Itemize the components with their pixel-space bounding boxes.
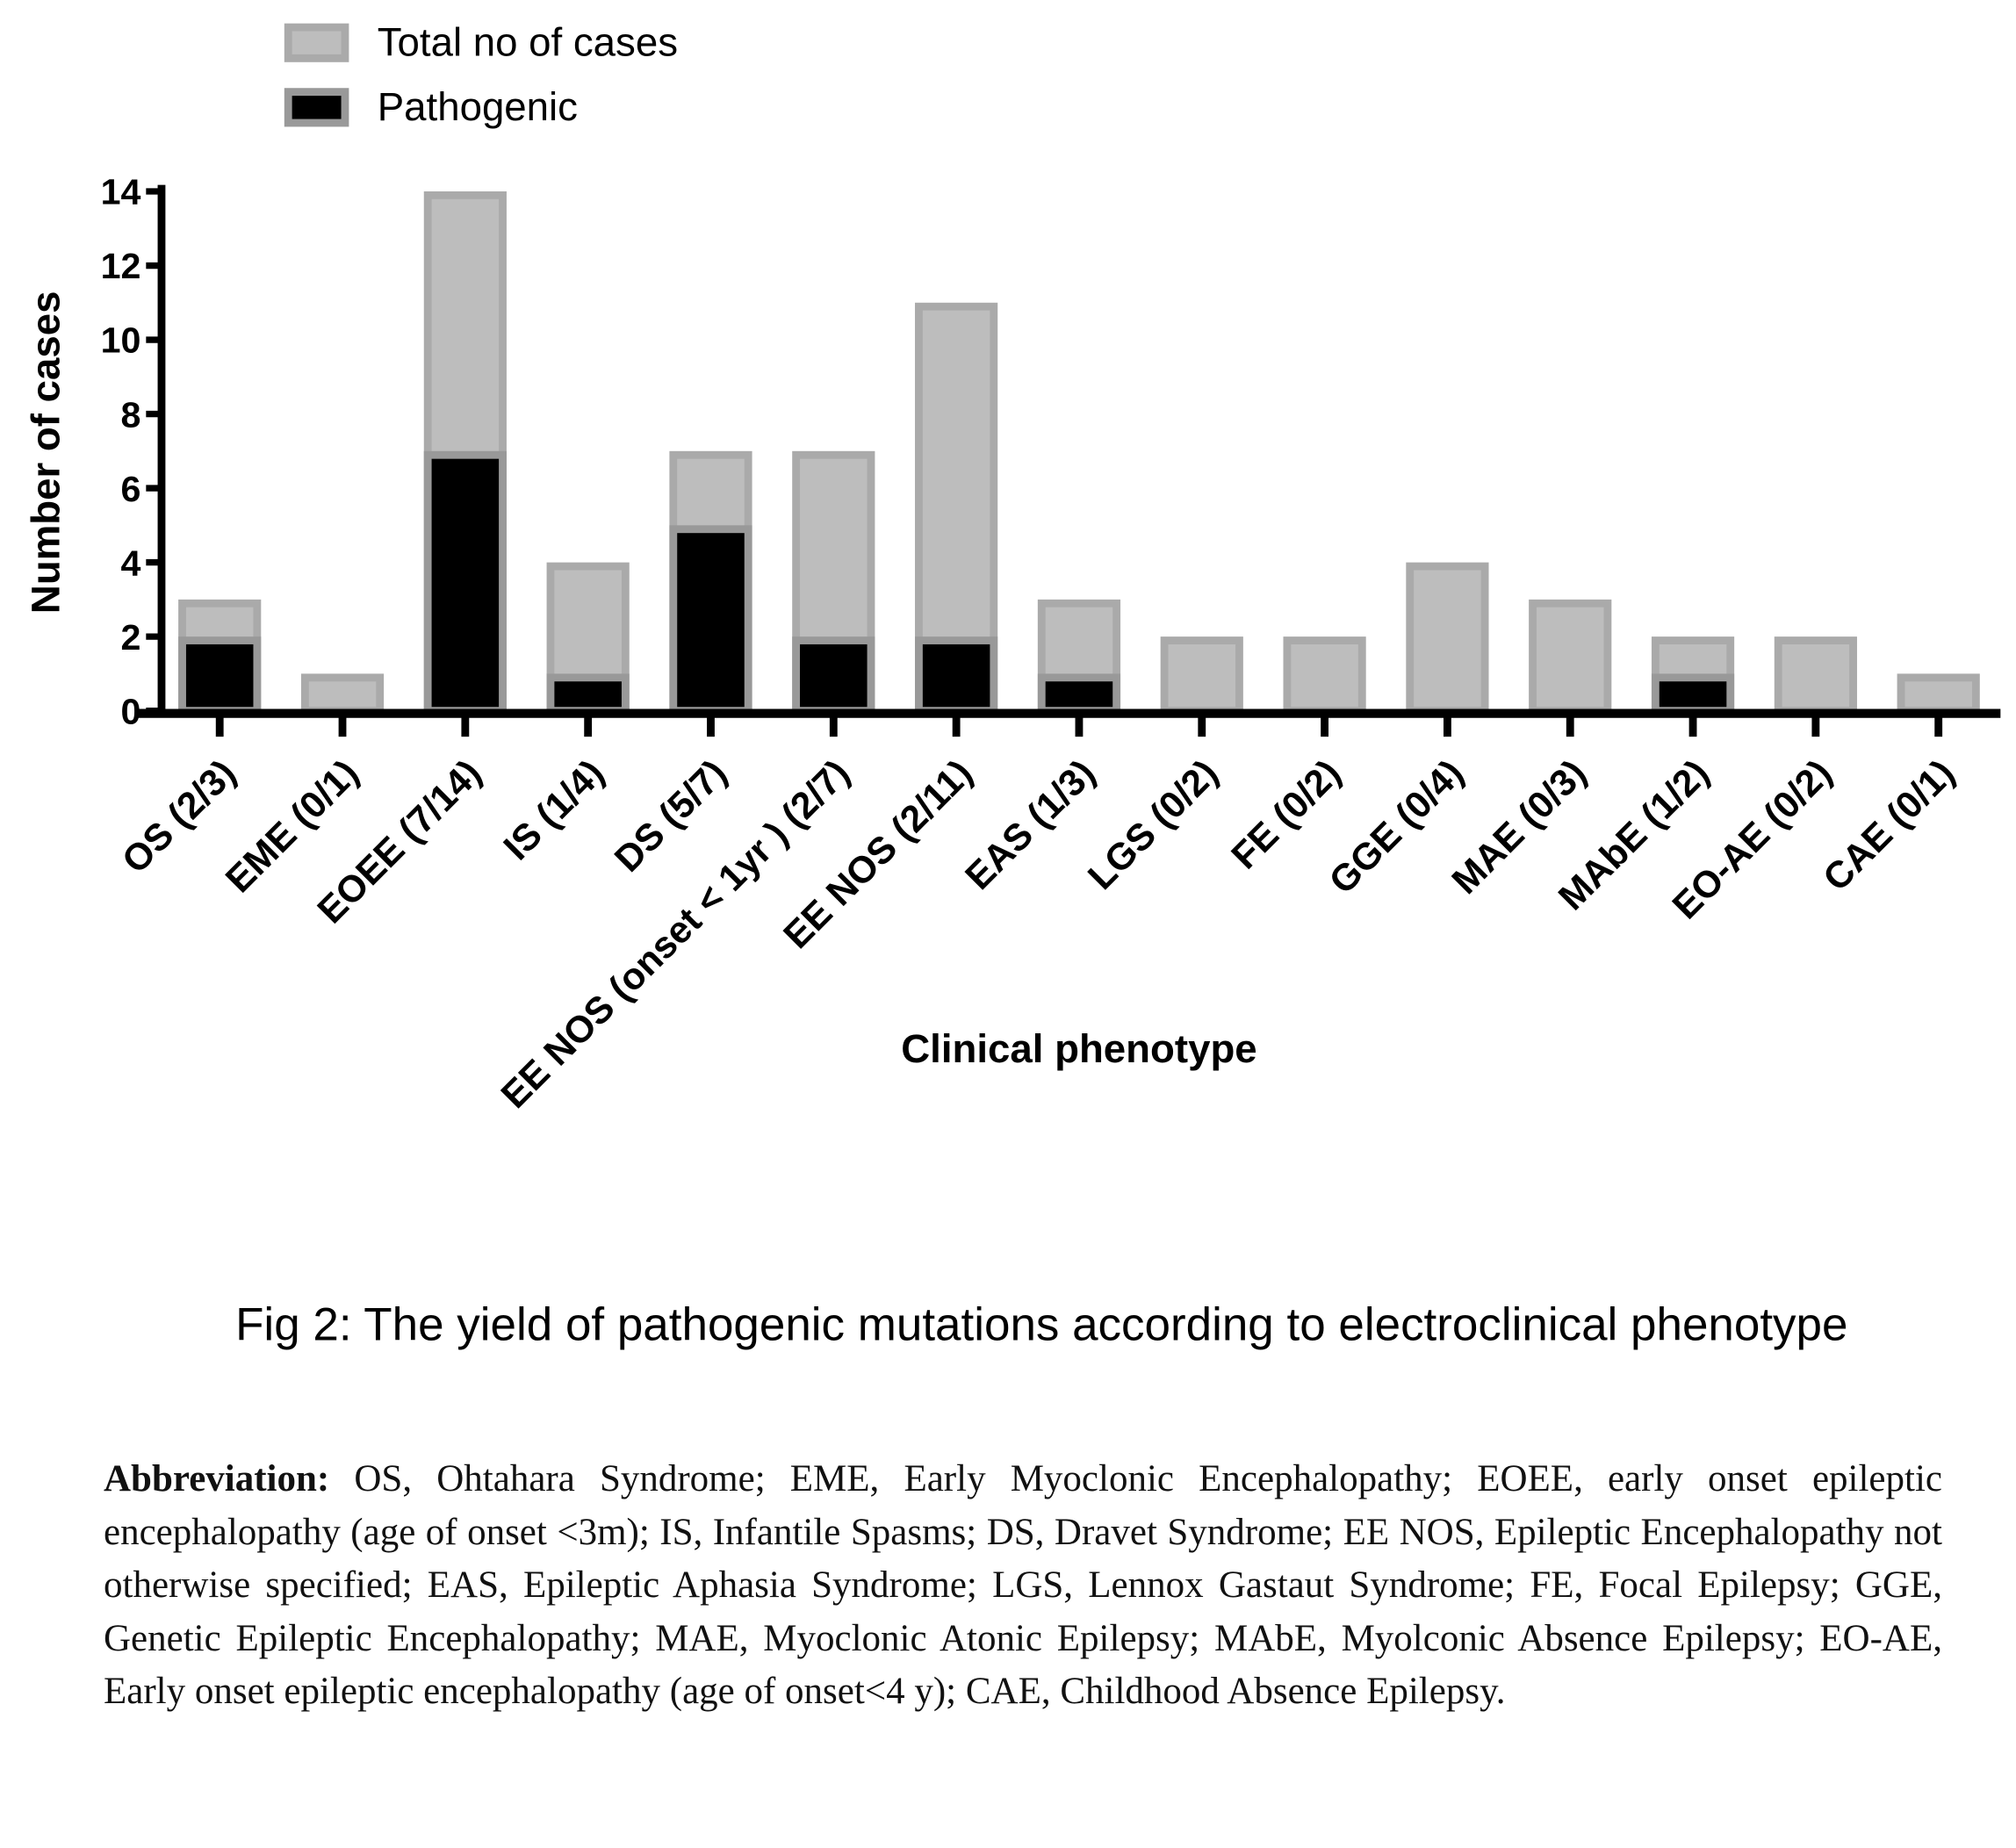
legend-swatch-0 [284,23,349,62]
legend: Total no of cases Pathogenic [284,19,678,129]
legend-label-1: Pathogenic [378,84,578,129]
y-tick-label-0: 0 [121,691,141,731]
legend-swatch-1 [284,88,349,127]
pathogenic-bar-3 [546,673,630,715]
pathogenic-bar-2 [423,450,507,715]
x-tick-label-8: LGS (0/2) [1080,751,1226,897]
total-bar-9 [1283,636,1366,715]
x-tick-label-9: FE (0/2) [1223,751,1349,877]
pathogenic-bar-4 [669,525,752,715]
x-tick-label-14: CAE (0/1) [1815,751,1962,899]
pathogenic-bar-0 [178,636,262,715]
pathogenic-bar-6 [915,636,998,715]
bars [178,191,1980,715]
pathogenic-bar-7 [1037,673,1121,715]
pathogenic-bar-5 [792,636,875,715]
total-bar-11 [1529,599,1612,715]
figure-caption: Fig 2: The yield of pathogenic mutations… [235,1298,1847,1350]
x-tick-label-3: IS (1/4) [495,751,612,868]
x-tick-label-10: GGE (0/4) [1321,751,1472,902]
total-bar-10 [1406,562,1489,715]
y-tick-label-12: 12 [101,246,141,286]
x-tick-label-0: OS (2/3) [114,751,244,881]
x-tick-label-7: EAS (1/3) [957,751,1103,897]
y-tick-label-6: 6 [121,469,141,509]
pathogenic-bar-12 [1651,673,1735,715]
y-tick-label-14: 14 [101,172,141,212]
y-tick-label-10: 10 [101,320,141,361]
total-bar-8 [1160,636,1243,715]
y-tick-label-4: 4 [121,543,141,583]
abbreviation-label: Abbreviation: [104,1458,330,1499]
y-tick-label-8: 8 [121,394,141,435]
abbreviation-text: OS, Ohtahara Syndrome; EME, Early Myoclo… [104,1458,1942,1712]
abbreviation-paragraph: Abbreviation: OS, Ohtahara Syndrome; EME… [104,1453,1942,1719]
total-bar-14 [1897,673,1980,715]
x-tick-label-4: DS (5/7) [607,751,735,880]
total-bar-13 [1774,636,1857,715]
legend-label-0: Total no of cases [378,19,678,64]
y-axis-title: Number of cases [24,291,68,615]
total-bar-1 [300,673,385,715]
y-tick-label-2: 2 [121,617,141,658]
x-axis-title: Clinical phenotype [901,1026,1256,1071]
